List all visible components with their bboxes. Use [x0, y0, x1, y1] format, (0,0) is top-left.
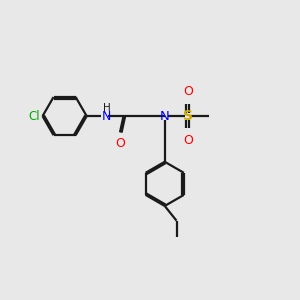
Text: N: N — [160, 110, 169, 123]
Text: N: N — [101, 110, 111, 123]
Text: Cl: Cl — [28, 110, 40, 123]
Text: O: O — [183, 85, 193, 98]
Text: S: S — [183, 109, 193, 123]
Text: H: H — [103, 103, 110, 112]
Text: O: O — [115, 137, 125, 150]
Text: O: O — [183, 134, 193, 147]
